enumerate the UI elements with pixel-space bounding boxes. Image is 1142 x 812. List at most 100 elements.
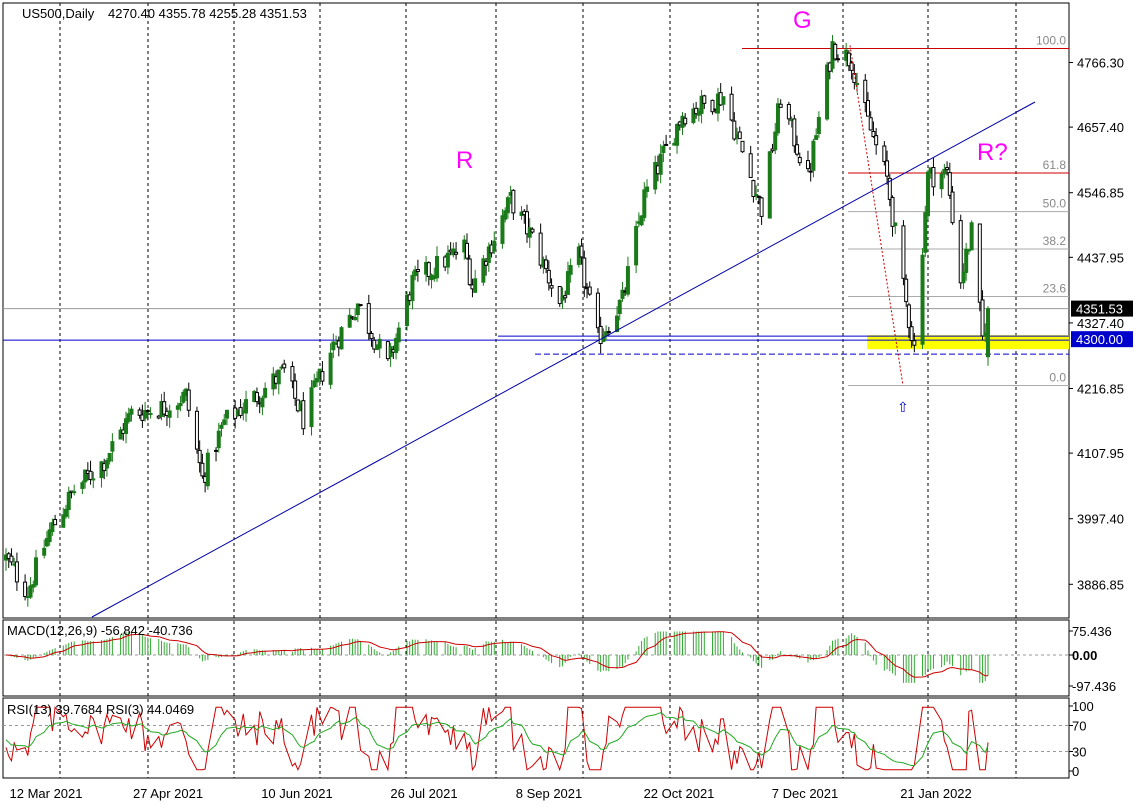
candle-body: [977, 223, 982, 303]
candle-body: [91, 478, 96, 481]
candle-body: [14, 561, 19, 583]
candle-body: [691, 108, 696, 123]
candle-body: [72, 491, 77, 494]
candle-body: [205, 452, 210, 487]
candle-body: [775, 103, 780, 134]
candle-body: [634, 226, 639, 266]
candle-body: [167, 410, 172, 418]
y-tick-label: 4216.85: [1077, 382, 1124, 397]
price-badge: [1071, 300, 1133, 317]
candle-body: [260, 397, 265, 408]
candle-body: [966, 249, 971, 252]
fib-level-label: 23.6: [1043, 281, 1067, 295]
candle-body: [481, 258, 486, 283]
candle-body: [595, 292, 600, 329]
candle-body: [224, 409, 229, 419]
candle-body: [293, 380, 298, 399]
candle-body: [563, 295, 568, 299]
candle-body: [961, 271, 966, 284]
candle-body: [200, 462, 205, 477]
candle-body: [560, 296, 565, 301]
candle-body: [426, 262, 431, 277]
price-badge-label: 4300.00: [1076, 332, 1123, 347]
x-tick-label: 21 Jan 2022: [900, 786, 972, 801]
candle-body: [582, 257, 587, 288]
y-tick-label: 3997.40: [1077, 512, 1124, 527]
candle-body: [530, 228, 535, 233]
candle-body: [104, 460, 109, 469]
candle-body: [958, 220, 963, 284]
candle-body: [710, 99, 715, 113]
candle-body: [855, 83, 860, 86]
candle-body: [263, 387, 268, 398]
candle-body: [312, 380, 317, 388]
candle-body: [811, 140, 816, 171]
candle-body: [178, 403, 183, 407]
macd-axis-label: 75.436: [1072, 624, 1112, 639]
candle-body: [484, 260, 489, 266]
candle-body: [598, 326, 603, 345]
fib-level-label: 50.0: [1043, 197, 1067, 211]
macd-label: MACD(12,26,9) -56.842 -40.736: [7, 623, 193, 638]
main-panel-frame: [2, 2, 1070, 619]
candle-body: [786, 103, 791, 120]
candle-body: [846, 52, 851, 67]
candle-body: [369, 332, 374, 340]
y-tick-label: 4107.95: [1077, 446, 1124, 461]
candle-body: [565, 271, 570, 295]
rsi-axis-label: 100: [1072, 699, 1094, 714]
fib-level-label: 0.0: [1049, 370, 1066, 384]
candle-body: [579, 245, 584, 258]
candle-body: [445, 252, 450, 268]
candle-body: [454, 251, 459, 255]
candle-body: [366, 303, 371, 334]
candle-body: [653, 161, 658, 190]
candle-body: [792, 118, 797, 147]
candle-body: [615, 315, 620, 333]
candle-body: [464, 242, 469, 259]
candle-body: [980, 299, 985, 337]
candle-body: [906, 304, 911, 329]
rsi-panel-frame: [2, 697, 1070, 779]
candle-body: [740, 140, 745, 153]
candle-body: [44, 538, 49, 547]
candle-body: [748, 153, 753, 178]
candle-body: [546, 269, 551, 284]
candle-body: [947, 172, 952, 196]
candle-body: [126, 413, 131, 422]
candle-body: [645, 186, 650, 192]
candle-body: [331, 341, 336, 351]
candle-body: [931, 166, 936, 188]
candle-body: [805, 160, 810, 170]
candle-body: [964, 248, 969, 273]
candle-body: [124, 418, 129, 434]
fib-level-label: 61.8: [1043, 158, 1067, 172]
candle-body: [901, 225, 906, 279]
candle-body: [66, 491, 71, 511]
candle-body: [893, 222, 898, 226]
x-tick-label: 26 Jul 2021: [390, 786, 457, 801]
candle-body: [47, 529, 52, 542]
candle-body: [486, 246, 491, 263]
candle-body: [216, 430, 221, 449]
candle-body: [80, 482, 85, 489]
candle-body: [415, 269, 420, 272]
candle-body: [347, 314, 352, 328]
candle-body: [50, 522, 55, 533]
candle-body: [23, 581, 28, 597]
candle-body: [339, 327, 344, 350]
x-tick-label: 22 Oct 2021: [644, 786, 715, 801]
x-tick-label: 12 Mar 2021: [10, 786, 83, 801]
candle-body: [162, 401, 167, 415]
candle-body: [282, 363, 287, 369]
candle-body: [732, 120, 737, 140]
macd-panel-frame: [2, 619, 1070, 697]
y-tick-label: 4437.95: [1077, 250, 1124, 265]
candle-body: [835, 58, 840, 61]
candle-body: [396, 327, 401, 343]
candle-body: [939, 173, 944, 190]
candle-body: [434, 255, 439, 279]
candle-body: [148, 413, 153, 416]
candle-body: [885, 160, 890, 177]
